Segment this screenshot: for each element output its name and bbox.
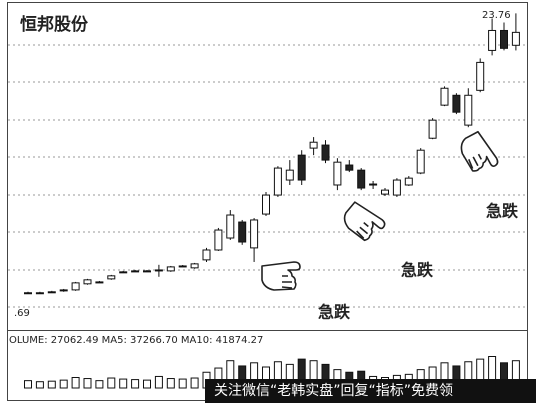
candle-body (404, 177, 413, 186)
candle-body (262, 194, 270, 215)
candle-body (297, 154, 306, 181)
candle-body (250, 219, 259, 249)
high-label: 23.76 (482, 10, 511, 21)
candle-body (59, 289, 68, 292)
volume-bar (59, 379, 68, 389)
grid (8, 44, 527, 308)
volume-bar (95, 380, 104, 389)
volume-bar (154, 375, 163, 389)
candle-body (357, 169, 366, 189)
candle-body (345, 164, 354, 171)
volume-bar (83, 378, 92, 389)
volume-bar (119, 378, 128, 389)
candle-body (214, 229, 223, 251)
volume-bar (178, 378, 187, 389)
candle-body (190, 263, 199, 269)
watermark: 关注微信“老韩实盘”回复“指标”免费领 (214, 382, 453, 399)
low-label: .69 (14, 308, 30, 319)
candle-body (392, 179, 401, 196)
hand-icon (261, 261, 301, 291)
candle-body (178, 265, 187, 268)
chart-title: 恒邦股份 (20, 14, 89, 35)
candle-body (71, 282, 80, 291)
volume-bar (47, 380, 56, 389)
candle-body (321, 144, 330, 161)
candle-body (476, 61, 485, 91)
candle-body (143, 270, 151, 273)
candle-body (35, 292, 44, 295)
volume-bar (143, 379, 151, 389)
volume-bar (71, 377, 80, 389)
candle-body (83, 279, 92, 285)
candle-body (238, 221, 247, 243)
volume-bar (24, 380, 32, 389)
candle-body (107, 275, 116, 280)
candle-body (500, 29, 508, 49)
candle-body (226, 214, 235, 239)
watermark-box (205, 379, 536, 403)
candle-body (47, 291, 56, 294)
volume-bar (35, 381, 44, 389)
candle-body (464, 94, 473, 126)
annotation: 急跌 (486, 202, 519, 221)
candle-body (416, 149, 425, 174)
candle-body (511, 31, 520, 46)
candle-body (285, 169, 294, 181)
candle-body (131, 270, 140, 273)
volume-bar (131, 379, 140, 389)
candle-body (381, 189, 389, 195)
volume-bar (190, 377, 199, 389)
candle-body (119, 271, 128, 274)
candle-body (333, 161, 342, 186)
candle-body (428, 119, 437, 139)
candle-body (488, 29, 497, 51)
annotation: 急跌 (318, 303, 351, 322)
hand-icon (343, 201, 386, 242)
volume-bar (107, 377, 116, 389)
candle-body (95, 281, 104, 284)
annotation: 急跌 (401, 261, 434, 280)
candle-body (452, 94, 461, 113)
candle-body (154, 269, 163, 272)
candle-body (202, 249, 211, 261)
candle-body (166, 266, 175, 272)
candle-body (273, 167, 282, 196)
candle-body (369, 183, 378, 186)
volume-bar (166, 378, 175, 389)
candle-body (309, 141, 318, 149)
candle-body (24, 292, 32, 295)
hand-icon (460, 130, 499, 172)
volume-header: OLUME: 27062.49 MA5: 37266.70 MA10: 4187… (9, 335, 263, 346)
candle-body (440, 87, 449, 106)
